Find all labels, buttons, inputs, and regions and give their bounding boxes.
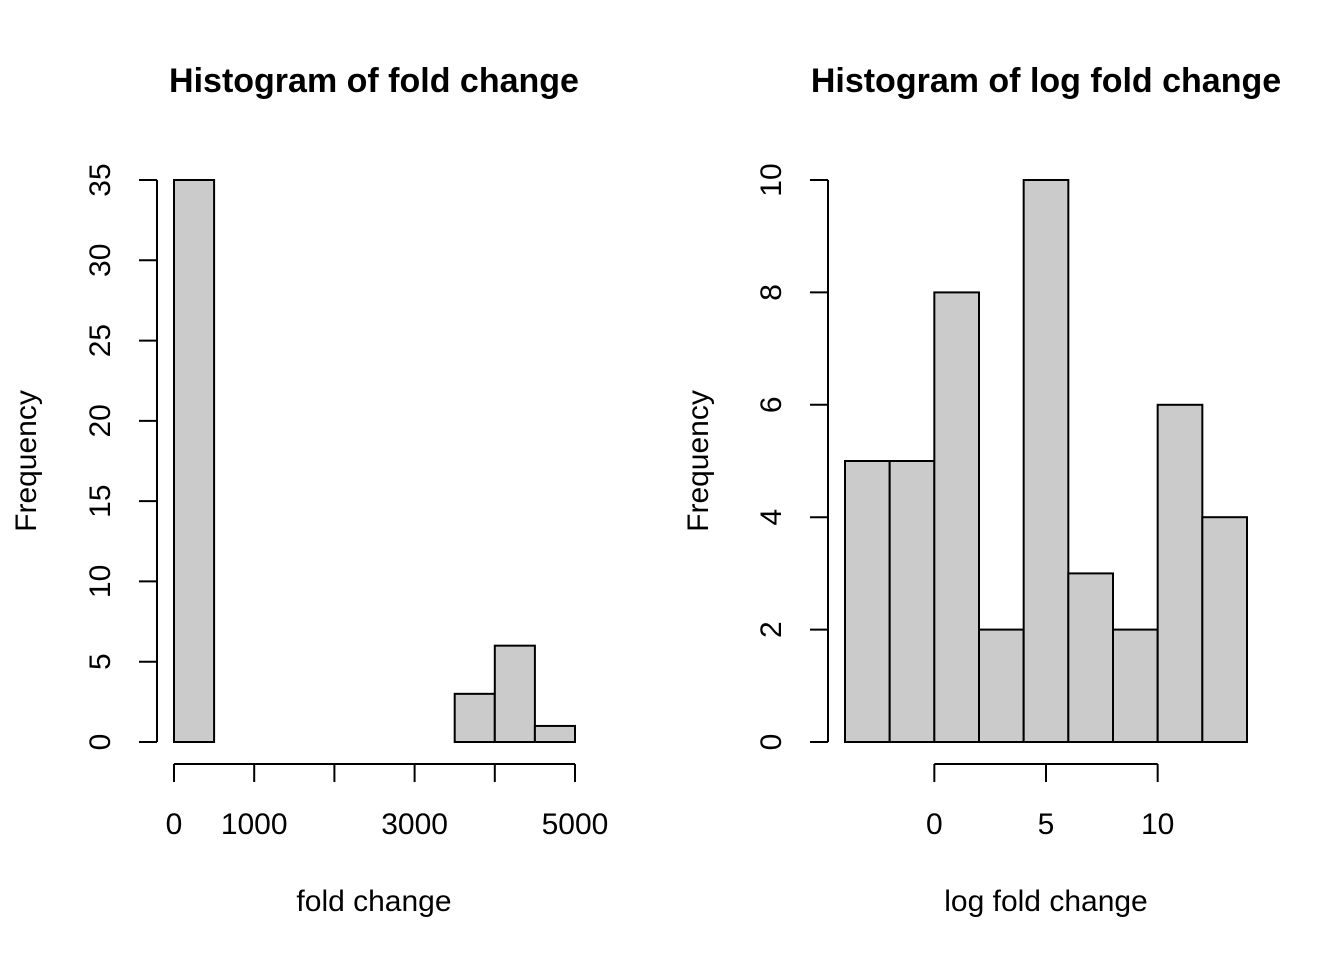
y-tick-label: 0 xyxy=(84,734,117,751)
chart-title: Histogram of log fold change xyxy=(811,62,1281,100)
y-tick-label: 10 xyxy=(84,565,117,598)
histogram-bar xyxy=(173,179,216,743)
y-tick-label: 4 xyxy=(755,509,788,526)
y-tick-label: 20 xyxy=(84,404,117,437)
histogram-bar xyxy=(453,692,496,743)
histogram-bar xyxy=(1201,516,1249,744)
y-axis-label: Frequency xyxy=(10,390,43,532)
log-fold-change-histogram: Histogram of log fold change log fold ch… xyxy=(682,62,1281,918)
y-tick-label: 0 xyxy=(755,734,788,751)
x-tick-label: 3000 xyxy=(381,808,448,841)
y-tick-label: 10 xyxy=(755,163,788,196)
histogram-bar xyxy=(933,291,980,743)
histogram-bar xyxy=(533,724,577,744)
y-tick-label: 6 xyxy=(755,396,788,413)
bars xyxy=(844,179,1249,744)
histogram-bar xyxy=(888,460,936,743)
y-axis: 0 2 4 6 8 10 xyxy=(755,163,829,751)
y-axis: 0 5 10 15 20 25 30 35 xyxy=(84,163,158,751)
y-tick-label: 15 xyxy=(84,484,117,517)
x-tick-label: 0 xyxy=(926,808,943,841)
fold-change-histogram: Histogram of fold change fold change Fre… xyxy=(10,62,608,918)
bars xyxy=(173,179,577,744)
x-tick-label: 10 xyxy=(1141,808,1174,841)
x-axis: 0 1000 3000 5000 xyxy=(166,763,609,841)
chart-title: Histogram of fold change xyxy=(169,62,579,100)
y-tick-label: 5 xyxy=(84,653,117,670)
x-tick-label: 5000 xyxy=(542,808,609,841)
y-tick-label: 35 xyxy=(84,163,117,196)
histogram-bar xyxy=(1156,403,1204,743)
x-axis: 0 5 10 xyxy=(926,763,1174,841)
y-tick-label: 25 xyxy=(84,324,117,357)
y-tick-label: 8 xyxy=(755,284,788,301)
histogram-bar xyxy=(1022,179,1070,743)
y-tick-label: 30 xyxy=(84,244,117,277)
histogram-bar xyxy=(1067,572,1115,744)
histogram-bar xyxy=(844,460,891,743)
x-axis-label: log fold change xyxy=(944,885,1148,918)
histogram-bar xyxy=(1112,628,1159,743)
histogram-bar xyxy=(493,644,536,744)
y-tick-label: 2 xyxy=(755,621,788,638)
x-axis-label: fold change xyxy=(296,885,451,918)
histogram-bar xyxy=(978,628,1025,743)
x-tick-label: 0 xyxy=(166,808,183,841)
x-tick-label: 5 xyxy=(1038,808,1055,841)
x-tick-label: 1000 xyxy=(221,808,288,841)
y-axis-label: Frequency xyxy=(682,390,715,532)
